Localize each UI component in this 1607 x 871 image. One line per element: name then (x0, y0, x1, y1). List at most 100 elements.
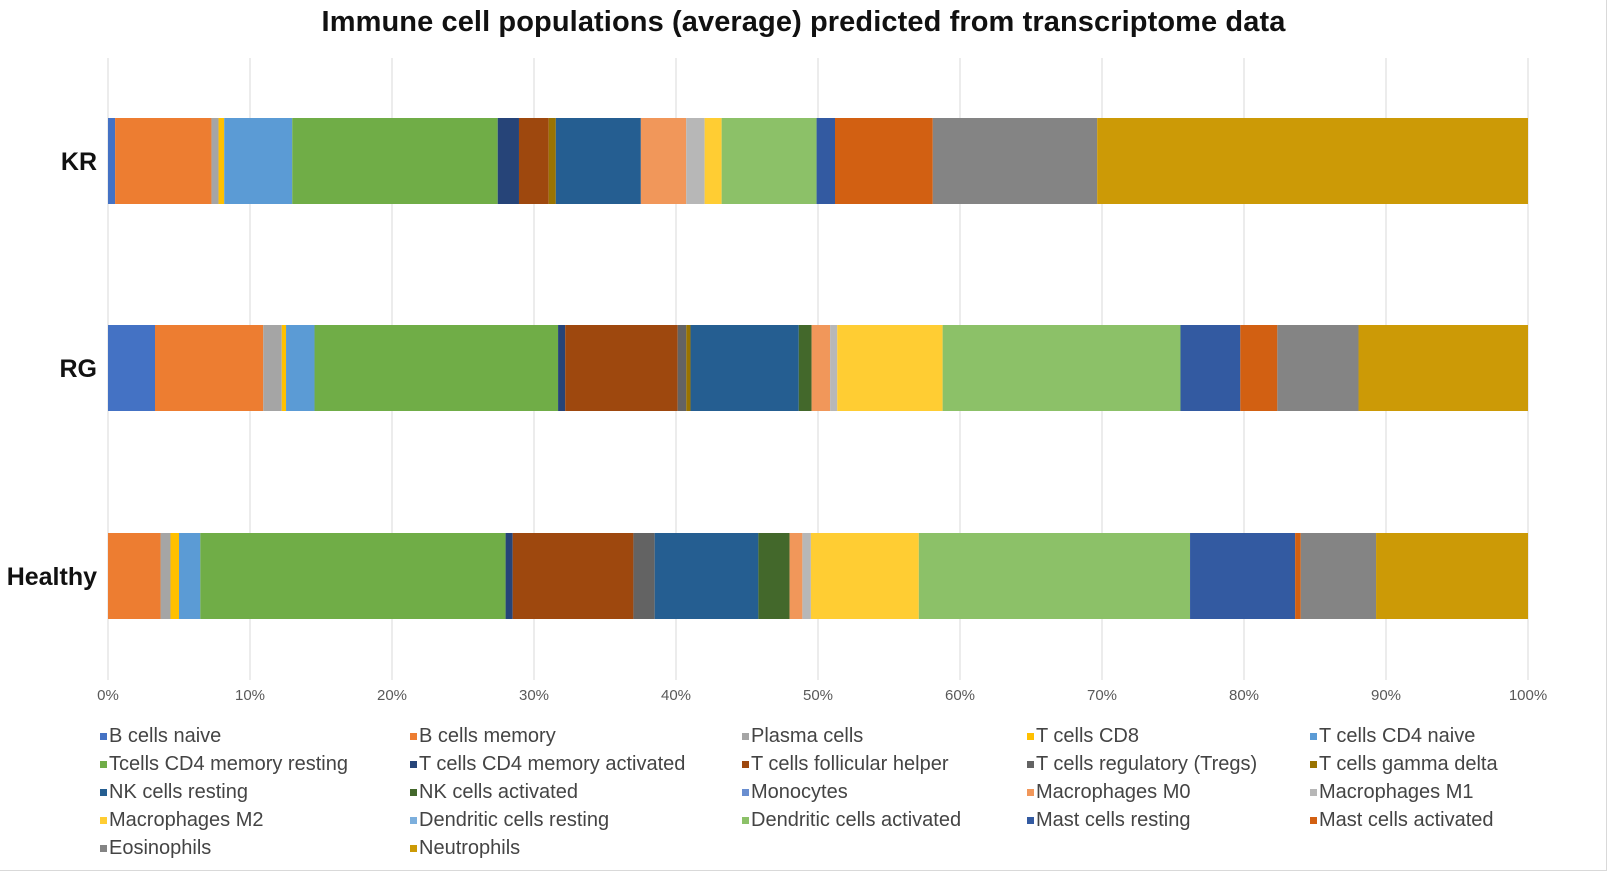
legend-swatch (1027, 817, 1034, 824)
bar-segment: T cells regulatory (Tregs) — Healthy (633, 533, 655, 619)
bar-segment: Macrophages M2 — Healthy (810, 533, 919, 619)
legend-swatch (1310, 733, 1317, 740)
bar-segment: B cells naive — RG (108, 325, 156, 411)
bar-group-rg: B cells naive — RGB cells memory — RGPla… (108, 325, 1528, 411)
legend-label: Dendritic cells resting (419, 809, 610, 831)
legend-label: T cells follicular helper (751, 753, 949, 775)
legend-swatch (100, 845, 107, 852)
legend-swatch (1310, 761, 1317, 768)
legend-swatch (1027, 789, 1034, 796)
bar-groups: B cells naive — KRB cells memory — KRPla… (108, 118, 1528, 619)
legend-item: Macrophages M2 (100, 809, 264, 832)
bar-segment: Eosinophils — RG (1277, 325, 1359, 411)
bar-segment: T cells CD4 naive — RG (286, 325, 315, 411)
legend-item: Monocytes (742, 781, 848, 804)
bar-segment: Neutrophils — Healthy (1376, 533, 1528, 619)
legend-item: Mast cells resting (1027, 809, 1191, 832)
bar-segment: T cells gamma delta — RG (686, 325, 691, 411)
bar-segment: B cells memory — Healthy (108, 533, 161, 619)
legend-swatch (410, 761, 417, 768)
legend-swatch (1027, 733, 1034, 740)
bar-segment: B cells memory — KR (115, 118, 212, 204)
bar-segment: Tcells CD4 memory resting — RG (314, 325, 559, 411)
bar-segment: Dendritic cells activated — KR (721, 118, 817, 204)
legend-item: Macrophages M0 (1027, 781, 1191, 804)
bar-segment: T cells CD4 naive — Healthy (179, 533, 201, 619)
bar-segment: Plasma cells — RG (263, 325, 282, 411)
y-category-label: RG (60, 355, 98, 383)
legend-swatch (742, 761, 749, 768)
chart-title: Immune cell populations (average) predic… (321, 6, 1286, 38)
legend-label: B cells naive (109, 725, 222, 747)
bar-segment: NK cells activated — RG (798, 325, 812, 411)
x-tick-labels: 0% 10% 20% 30% 40% 50% 60% 70% 80% 90% 100% (97, 687, 1547, 704)
bar-segment: T cells follicular helper — KR (518, 118, 549, 204)
legend-label: Mast cells activated (1319, 809, 1494, 831)
x-tick-label: 70% (1087, 687, 1117, 704)
legend-label: Plasma cells (751, 725, 864, 747)
bar-segment: Mast cells activated — Healthy (1295, 533, 1301, 619)
legend-item: NK cells activated (410, 781, 578, 804)
legend-label: T cells gamma delta (1319, 753, 1498, 775)
legend-label: Tcells CD4 memory resting (109, 753, 348, 775)
legend-item: Dendritic cells resting (410, 809, 609, 832)
legend-swatch (410, 789, 417, 796)
bar-segment: B cells memory — RG (155, 325, 264, 411)
legend-label: Monocytes (751, 781, 848, 803)
legend-item: T cells CD4 memory activated (410, 753, 685, 776)
x-tick-label: 80% (1229, 687, 1259, 704)
bar-segment: T cells follicular helper — RG (565, 325, 678, 411)
y-category-label: KR (61, 148, 97, 176)
legend-label: T cells regulatory (Tregs) (1036, 753, 1258, 775)
legend-swatch (742, 817, 749, 824)
legend-item: Dendritic cells activated (742, 809, 961, 832)
legend-item: B cells naive (100, 725, 221, 748)
legend-item: T cells gamma delta (1310, 753, 1498, 776)
legend-label: T cells CD4 naive (1319, 725, 1476, 747)
legend-item: Tcells CD4 memory resting (100, 753, 348, 776)
bar-segment: Plasma cells — Healthy (160, 533, 171, 619)
legend-swatch (742, 733, 749, 740)
legend-swatch (1027, 761, 1034, 768)
bar-segment: Macrophages M1 — Healthy (802, 533, 811, 619)
y-category-label: Healthy (7, 563, 97, 591)
bar-segment: Mast cells resting — KR (816, 118, 836, 204)
x-tick-label: 40% (661, 687, 691, 704)
legend-swatch (100, 817, 107, 824)
bar-segment: T cells CD4 memory activated — Healthy (505, 533, 513, 619)
legend-label: Neutrophils (419, 837, 521, 859)
bar-segment: Plasma cells — KR (211, 118, 219, 204)
legend-item: T cells follicular helper (742, 753, 949, 776)
bar-segment: Mast cells resting — RG (1180, 325, 1241, 411)
legend-label: Dendritic cells activated (751, 809, 962, 831)
legend-item: T cells CD4 naive (1310, 725, 1475, 748)
legend-swatch (1310, 817, 1317, 824)
bar-segment: Neutrophils — RG (1358, 325, 1528, 411)
legend-label: Mast cells resting (1036, 809, 1191, 831)
legend-swatch (1310, 789, 1317, 796)
legend-label: Eosinophils (109, 837, 212, 859)
legend-swatch (410, 845, 417, 852)
bar-segment: Mast cells activated — RG (1240, 325, 1278, 411)
legend-swatch (100, 761, 107, 768)
legend-label: Macrophages M0 (1036, 781, 1191, 803)
bar-segment: Neutrophils — KR (1097, 118, 1528, 204)
bar-segment: Macrophages M2 — KR (704, 118, 722, 204)
bar-segment: T cells regulatory (Tregs) — RG (677, 325, 687, 411)
bar-segment: Macrophages M1 — KR (686, 118, 705, 204)
bar-segment: NK cells activated — Healthy (758, 533, 790, 619)
legend-label: T cells CD4 memory activated (419, 753, 686, 775)
bar-segment: Dendritic cells activated — Healthy (918, 533, 1191, 619)
bar-segment: Mast cells activated — KR (835, 118, 933, 204)
legend-label: T cells CD8 (1036, 725, 1139, 747)
bar-segment: Macrophages M0 — Healthy (789, 533, 803, 619)
legend-item: T cells regulatory (Tregs) (1027, 753, 1257, 776)
bar-segment: B cells naive — KR (108, 118, 116, 204)
bar-segment: T cells CD8 — Healthy (170, 533, 179, 619)
bar-group-kr: B cells naive — KRB cells memory — KRPla… (108, 118, 1528, 204)
legend-item: Eosinophils (100, 837, 211, 860)
bar-segment: NK cells resting — RG (690, 325, 799, 411)
legend-label: Macrophages M1 (1319, 781, 1474, 803)
bar-segment: T cells CD8 — KR (218, 118, 225, 204)
